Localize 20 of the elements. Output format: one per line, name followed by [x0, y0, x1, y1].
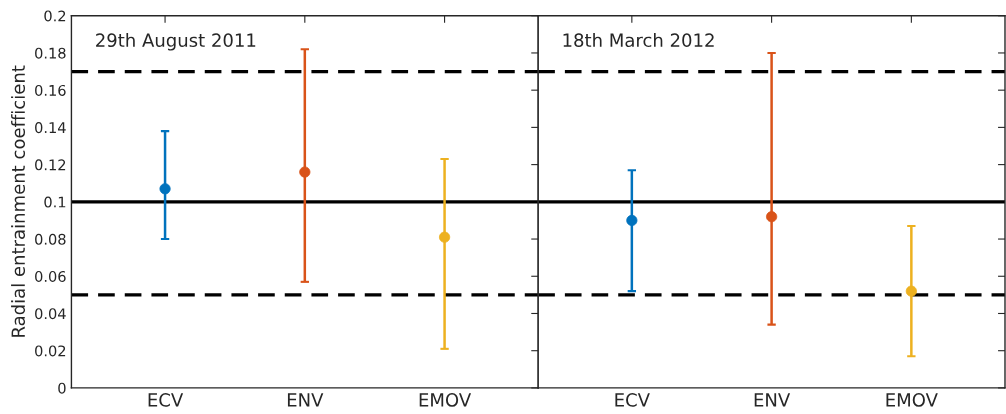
y-axis-title: Radial entrainment coefficient [11, 65, 26, 337]
y-tick-label: 0.12 [35, 159, 66, 171]
y-tick-label: 0.16 [35, 84, 66, 96]
x-tick-label: ECV [615, 393, 650, 407]
y-tick-label: 0.18 [35, 47, 66, 59]
y-tick-label: 0.1 [44, 196, 66, 208]
y-tick-label: 0.06 [35, 270, 66, 283]
text: 18th March 2012 [563, 33, 714, 48]
y-tick-label: 0.2 [44, 10, 66, 22]
x-tick-label: ECV [148, 393, 184, 407]
y-tick-label: 0.08 [35, 233, 66, 245]
y-tick-label: 0.14 [35, 122, 66, 134]
x-tick-label: ENV [287, 393, 324, 407]
x-tick-label: ENV [754, 393, 791, 407]
y-tick-label: 0 [58, 382, 66, 394]
y-tick-label: 0.02 [35, 345, 66, 357]
x-tick-label: EMOV [419, 393, 472, 407]
x-tick-label: EMOV [886, 393, 938, 407]
text: 29th August 2011 [96, 33, 256, 51]
y-tick-label: 0.04 [35, 308, 66, 320]
